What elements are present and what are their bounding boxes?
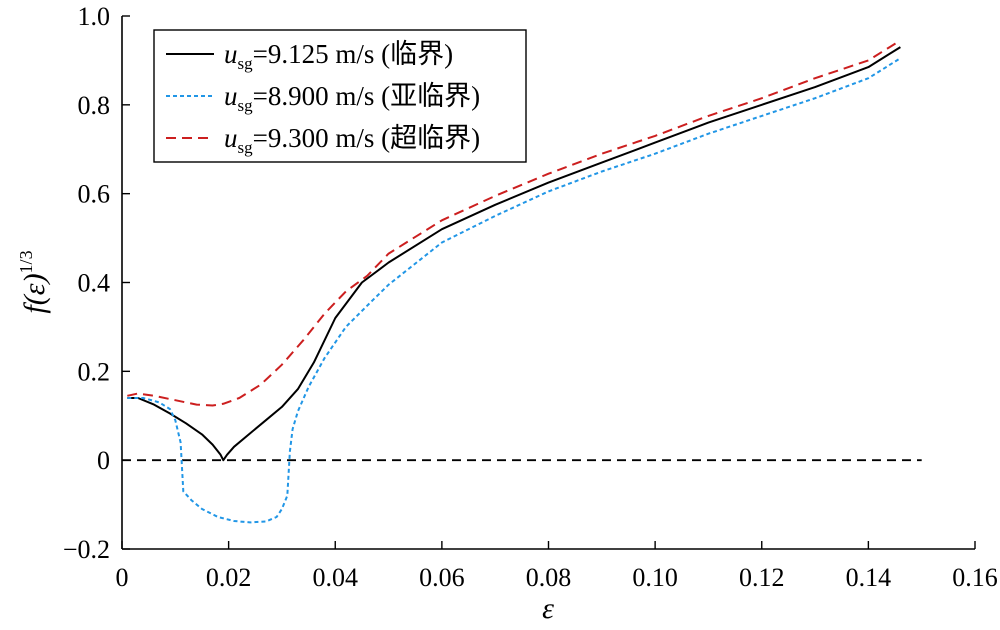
legend-box	[153, 29, 527, 163]
plot-area	[122, 39, 922, 524]
legend-label-1: usg=8.900 m/s (亚临界)	[224, 81, 480, 115]
y-tick-label: 0.8	[78, 91, 111, 120]
y-tick-label: −0.2	[63, 535, 110, 564]
y-tick-label: 0	[97, 446, 110, 475]
y-tick-label: 0.6	[78, 180, 111, 209]
x-tick-label: 0.10	[632, 563, 678, 592]
x-tick-label: 0.12	[739, 563, 785, 592]
legend-rest: =9.300 m/s (超临界)	[253, 123, 480, 153]
legend-var: u	[224, 123, 238, 153]
y-tick-label: 0.4	[78, 269, 111, 298]
x-tick-label: 0.04	[313, 563, 359, 592]
x-tick-label: 0.16	[952, 563, 998, 592]
legend-sub: sg	[238, 138, 254, 157]
axes: 0 0.02 0.04 0.06 0.08 0.10 0.12 0.14 0.16−0.200.…	[63, 2, 998, 592]
series-line-0	[127, 46, 901, 462]
y-tick-label: 0.2	[78, 357, 111, 386]
series-line-1	[127, 57, 901, 524]
legend-var: u	[224, 39, 238, 69]
series-line-2	[127, 39, 901, 407]
x-tick-label: 0.02	[206, 563, 252, 592]
legend-label-2: usg=9.300 m/s (超临界)	[224, 123, 480, 157]
x-tick-label: 0.08	[526, 563, 572, 592]
legend-var: u	[224, 81, 238, 111]
y-tick-label: 1.0	[78, 2, 111, 31]
x-tick-label: 0.06	[419, 563, 465, 592]
legend: usg=9.125 m/s (临界)usg=8.900 m/s (亚临界)usg…	[153, 29, 527, 163]
legend-rest: =9.125 m/s (临界)	[253, 39, 453, 69]
x-tick-label: 0	[116, 563, 129, 592]
legend-label-0: usg=9.125 m/s (临界)	[224, 39, 453, 73]
legend-sub: sg	[238, 96, 254, 115]
x-tick-label: 0.14	[846, 563, 892, 592]
y-axis-label: f(ε)1/3	[16, 250, 51, 313]
legend-sub: sg	[238, 54, 254, 73]
y-axis-label-superscript: 1/3	[16, 250, 36, 273]
legend-rest: =8.900 m/s (亚临界)	[253, 81, 480, 111]
x-axis-label: ε	[542, 592, 554, 625]
